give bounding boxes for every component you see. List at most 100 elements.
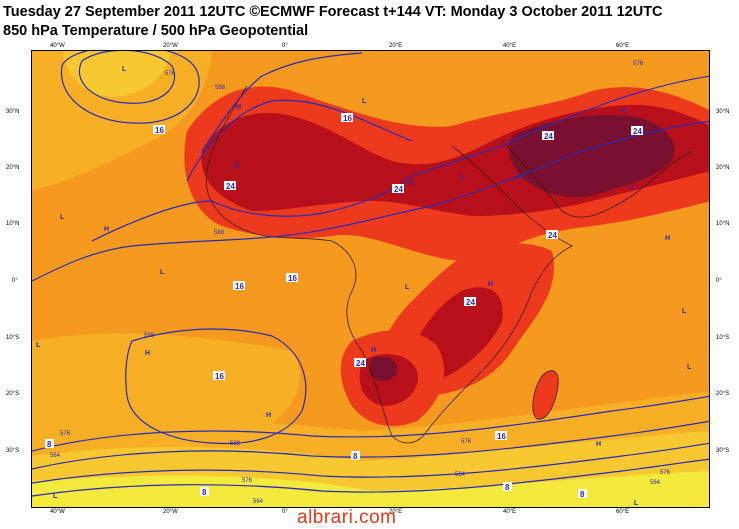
contour-label-576: 576 [242,478,253,484]
temperature-field-southern-band-3 [32,471,709,507]
lon-label-40e-top: 40°E [503,43,517,49]
lat-label-0-left: 0° [12,278,18,284]
low-pressure-marker: L [631,184,636,191]
svg-text:8: 8 [353,452,358,461]
contour-label-588: 588 [215,85,226,91]
lat-label-20n-left: 20°N [6,165,20,171]
svg-text:8: 8 [505,483,510,492]
svg-text:24: 24 [466,298,475,307]
lat-label-10s-left: 10°S [6,335,20,341]
map-frame: 16 16 16 16 16 16 24 24 24 24 24 24 24 8… [31,50,710,508]
svg-text:24: 24 [226,182,235,191]
temperature-field-maroon-southern-africa [370,356,398,381]
lat-label-10n-left: 10°N [6,221,20,227]
svg-text:16: 16 [343,114,352,123]
svg-text:16: 16 [288,274,297,283]
map-title: Tuesday 27 September 2011 12UTC ©ECMWF F… [3,3,663,41]
contour-label-576: 576 [165,71,176,77]
title-line-1: Tuesday 27 September 2011 12UTC ©ECMWF F… [3,4,663,20]
svg-text:24: 24 [356,359,365,368]
lat-label-10n-right: 10°N [716,221,730,227]
svg-text:24: 24 [394,185,403,194]
low-pressure-marker: L [122,66,127,73]
coastline-madagascar [532,370,559,420]
contour-line-north-low [78,51,176,104]
svg-text:8: 8 [202,488,207,497]
contour-label-564: 564 [455,472,466,478]
temperature-label-24: 24 [392,184,404,194]
contour-label-576: 576 [60,431,71,437]
site-credit: albrari.com [297,507,397,528]
high-pressure-marker: H [266,412,271,419]
contour-line-564-south-2 [32,458,709,497]
low-pressure-marker: L [160,269,165,276]
contour-line-588-north-1 [201,52,363,152]
temperature-label-24: 24 [631,126,643,136]
lat-label-30s-left: 30°S [6,448,20,454]
contour-label-576: 576 [660,470,671,476]
low-pressure-marker: L [53,493,58,500]
temperature-label-16: 16 [213,371,225,381]
coastline-arabia [501,140,693,218]
svg-text:24: 24 [633,127,642,136]
contour-line-576-south-2 [32,442,709,484]
lon-label-20w-top: 20°W [163,43,178,49]
high-pressure-marker: H [104,226,109,233]
lon-label-60e-bottom: 60°E [616,509,630,515]
contour-line-588-middle [91,75,709,242]
lon-label-20e-top: 20°E [389,43,403,49]
contour-label-588: 588 [214,230,225,236]
contour-line-576-north [60,51,200,124]
temperature-label-16: 16 [233,281,245,291]
high-pressure-marker: H [488,281,493,288]
contour-line-576-south [32,395,709,452]
coastline-africa [205,85,573,444]
contour-line-588-tropics [32,120,709,282]
temperature-label-8: 8 [578,489,587,499]
low-pressure-marker: L [362,98,367,105]
temperature-label-8: 8 [503,482,512,492]
low-pressure-marker: L [460,174,465,181]
contour-label-588: 588 [144,333,155,339]
high-pressure-marker: H [665,235,670,242]
contour-label-576: 576 [461,439,472,445]
lat-label-0-right: 0° [716,278,722,284]
high-pressure-marker: H [596,441,601,448]
temperature-label-16: 16 [153,125,165,135]
temperature-label-8: 8 [45,439,54,449]
svg-text:24: 24 [548,231,557,240]
contour-label-576: 576 [633,61,644,67]
contour-label-588: 588 [514,175,525,181]
temperature-label-8: 8 [351,451,360,461]
lat-label-30n-left: 30°N [6,109,20,115]
lat-label-20s-left: 20°S [6,391,20,397]
svg-text:16: 16 [215,372,224,381]
lon-label-40w-bottom: 40°W [50,509,65,515]
svg-text:8: 8 [47,440,52,449]
low-pressure-marker: L [36,342,41,349]
low-pressure-marker: L [634,500,639,507]
temperature-label-24: 24 [546,230,558,240]
temperature-label-24: 24 [542,131,554,141]
svg-text:16: 16 [235,282,244,291]
lon-label-20e-bottom: 20°E [389,509,403,515]
lon-label-0-top: 0° [282,43,288,49]
low-pressure-marker: L [687,364,692,371]
high-pressure-marker: H [234,163,239,170]
temperature-field-light-south-atlantic [32,333,301,441]
low-pressure-marker: L [405,284,410,291]
lon-label-0-bottom: 0° [282,509,288,515]
lon-label-40w-top: 40°W [50,43,65,49]
temperature-label-16: 16 [341,113,353,123]
temperature-label-16: 16 [495,431,507,441]
temperature-label-24: 24 [224,181,236,191]
temperature-label-16: 16 [286,273,298,283]
temperature-label-24: 24 [354,358,366,368]
lat-label-30s-right: 30°S [716,448,730,454]
contour-line-588-south [125,328,307,445]
high-pressure-marker: H [621,108,626,115]
lat-label-30n-right: 30°N [716,109,730,115]
high-pressure-marker: H [145,350,150,357]
weather-map: 16 16 16 16 16 16 24 24 24 24 24 24 24 8… [32,51,709,507]
temperature-field-yellow-north [62,51,172,97]
